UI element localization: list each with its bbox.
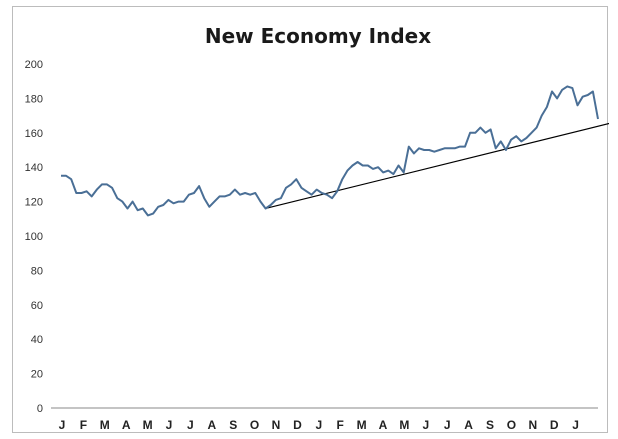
new-economy-index-chart: New Economy Index 0 20 40 60 80 100 120 140 160 1…	[25, 24, 609, 432]
y-tick-label: 0	[37, 403, 43, 415]
y-tick-label: 180	[25, 93, 43, 105]
x-tick-label: S	[486, 418, 494, 432]
y-tick-label: 200	[25, 59, 43, 71]
x-tick-label: F	[337, 418, 344, 432]
x-tick-label: J	[422, 418, 429, 432]
x-tick-label: D	[293, 418, 302, 432]
x-tick-label: N	[528, 418, 537, 432]
x-tick-label: A	[464, 418, 473, 432]
y-tick-label: 120	[25, 197, 43, 209]
x-tick-label: A	[379, 418, 388, 432]
y-tick-label: 80	[31, 265, 43, 277]
x-tick-label: M	[143, 418, 153, 432]
x-tick-label: J	[444, 418, 451, 432]
x-tick-label: S	[229, 418, 237, 432]
x-tick-label: A	[122, 418, 131, 432]
x-tick-label: J	[315, 418, 322, 432]
trendline	[265, 122, 609, 210]
x-tick-label: D	[550, 418, 559, 432]
x-tick-label: O	[507, 418, 516, 432]
x-tick-label: N	[272, 418, 281, 432]
x-tick-label: J	[166, 418, 173, 432]
x-tick-label: F	[80, 418, 87, 432]
index-series-line	[61, 85, 599, 217]
x-tick-label: M	[357, 418, 367, 432]
x-tick-label: J	[187, 418, 194, 432]
x-tick-label: J	[572, 418, 579, 432]
chart-title: New Economy Index	[205, 24, 431, 48]
chart-frame: New Economy Index 0 20 40 60 80 100 120 140 160 1…	[12, 6, 609, 433]
x-tick-label: M	[399, 418, 409, 432]
plot-area	[61, 85, 609, 217]
y-tick-label: 40	[31, 334, 43, 346]
x-tick-label: J	[59, 418, 66, 432]
x-tick-label: A	[207, 418, 216, 432]
y-tick-label: 20	[31, 369, 43, 381]
y-tick-label: 140	[25, 162, 43, 174]
x-tick-label: O	[250, 418, 259, 432]
y-axis-ticks: 0 20 40 60 80 100 120 140 160 180 200	[25, 59, 43, 415]
x-tick-label: M	[100, 418, 110, 432]
y-tick-label: 160	[25, 128, 43, 140]
y-tick-label: 100	[25, 231, 43, 243]
y-tick-label: 60	[31, 300, 43, 312]
